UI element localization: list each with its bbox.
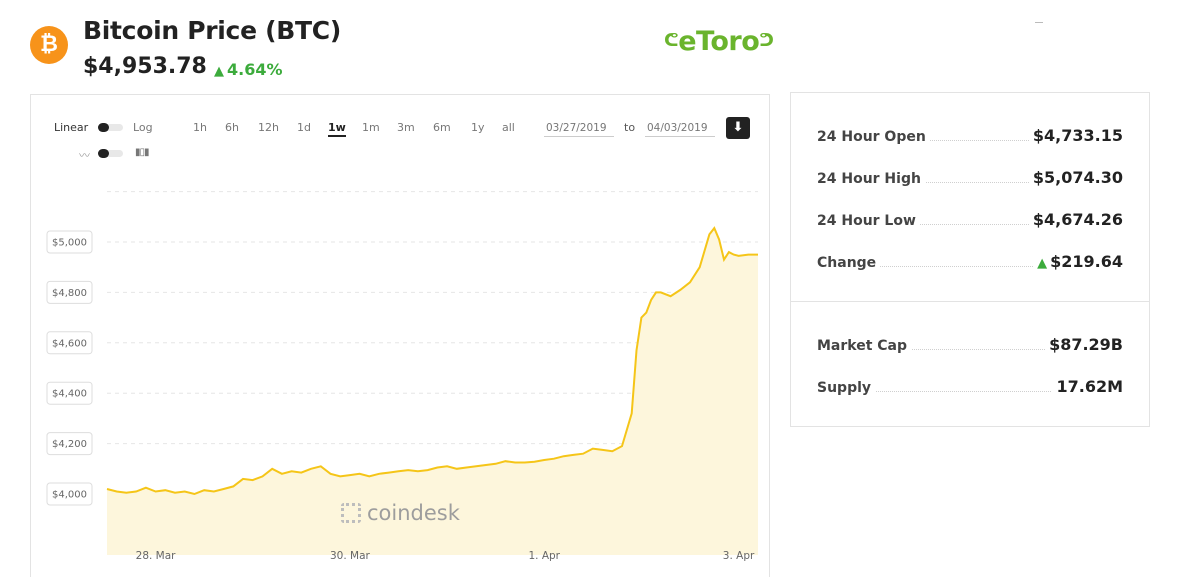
dotted-leader [821, 182, 1119, 183]
stat-value: 17.62M [1052, 377, 1123, 396]
chart-type-toggle[interactable] [98, 149, 123, 158]
y-tick-label: $4,200 [52, 439, 87, 450]
sponsor-name: eToro [678, 26, 760, 57]
current-price: $4,953.78 [83, 54, 207, 79]
download-button[interactable]: ⬇ [726, 117, 750, 139]
etoro-logo[interactable]: ᕦeToroᕤ [664, 26, 774, 57]
candlestick-icon[interactable]: ▮▯▮ [135, 147, 149, 158]
stat-row-change: Change ▲ $219.64 [817, 251, 1123, 275]
coindesk-watermark: coindesk [341, 501, 460, 525]
range-6h[interactable]: 6h [225, 121, 239, 134]
x-tick-label: 30. Mar [330, 550, 371, 562]
line-chart-icon[interactable]: 〰 [79, 149, 90, 162]
stat-label: 24 Hour High [817, 171, 925, 187]
dotted-leader [821, 140, 1119, 141]
range-12h[interactable]: 12h [258, 121, 279, 134]
up-arrow-icon: ▲ [1037, 256, 1048, 271]
stat-row-supply: Supply 17.62M [817, 376, 1123, 400]
stat-row-low: 24 Hour Low $4,674.26 [817, 209, 1123, 233]
y-tick-label: $5,000 [52, 238, 87, 249]
divider [791, 301, 1149, 302]
x-tick-label: 1. Apr [528, 550, 560, 562]
range-1w[interactable]: 1w [328, 121, 346, 137]
price-area [106, 226, 758, 555]
y-tick-label: $4,600 [52, 338, 87, 349]
stat-label: Change [817, 255, 881, 271]
bitcoin-logo-icon: ₿ [30, 26, 68, 64]
price-line [106, 226, 758, 496]
dotted-leader [821, 391, 1119, 392]
log-scale-label: Log [133, 121, 153, 134]
x-axis-ticks: 28. Mar 30. Mar 1. Apr 3. Apr [136, 550, 755, 562]
divider [1035, 22, 1043, 23]
date-to-label: to [624, 121, 636, 134]
y-tick-box [46, 432, 93, 456]
price-change-percent: ▲ 4.64% [214, 60, 283, 79]
stat-value: $4,733.15 [1028, 126, 1123, 145]
dotted-leader [821, 266, 1119, 267]
up-arrow-icon: ▲ [214, 64, 224, 79]
range-1y[interactable]: 1y [471, 121, 485, 134]
x-tick-label: 28. Mar [136, 550, 177, 562]
etoro-horn-left-icon: ᕦ [664, 30, 679, 51]
stat-label: 24 Hour Open [817, 129, 930, 145]
change-value: $219.64 [1050, 252, 1123, 271]
change-percent-value: 4.64% [227, 60, 283, 79]
range-1h[interactable]: 1h [193, 121, 207, 134]
y-axis-ticks: $4,000 $4,200 $4,400 $4,600 $4,800 $5,000 [46, 230, 93, 506]
page-title: Bitcoin Price (BTC) [83, 16, 341, 45]
range-3m[interactable]: 3m [397, 121, 415, 134]
x-tick-label: 3. Apr [723, 550, 755, 562]
dotted-leader [821, 349, 1119, 350]
stat-label: Supply [817, 380, 876, 396]
stat-row-market-cap: Market Cap $87.29B [817, 334, 1123, 358]
y-tick-label: $4,000 [52, 490, 87, 501]
toggle-knob [98, 149, 109, 158]
stat-row-high: 24 Hour High $5,074.30 [817, 167, 1123, 191]
stat-row-open: 24 Hour Open $4,733.15 [817, 125, 1123, 149]
price-stats-panel: 24 Hour Open $4,733.15 24 Hour High $5,0… [790, 92, 1150, 427]
range-6m[interactable]: 6m [433, 121, 451, 134]
stat-label: 24 Hour Low [817, 213, 920, 229]
stat-value: $4,674.26 [1028, 210, 1123, 229]
stat-value: ▲ $219.64 [1033, 252, 1123, 271]
watermark-text: coindesk [367, 501, 460, 525]
price-chart[interactable]: $4,000 $4,200 $4,400 $4,600 $4,800 $5,000 28.… [31, 155, 769, 577]
y-tick-box [46, 331, 93, 355]
etoro-horn-right-icon: ᕤ [759, 30, 774, 51]
date-from-input[interactable] [544, 119, 614, 137]
stat-label: Market Cap [817, 338, 912, 354]
y-tick-box [46, 280, 93, 304]
range-all[interactable]: all [502, 121, 515, 134]
y-tick-label: $4,800 [52, 288, 87, 299]
chart-controls: Linear Log 1h 6h 12h 1d 1w 1m 3m 6m 1y a… [31, 95, 769, 162]
range-1m[interactable]: 1m [362, 121, 380, 134]
y-tick-box [46, 482, 93, 506]
y-tick-box [46, 381, 93, 405]
coindesk-logo-icon [341, 503, 361, 523]
date-to-input[interactable] [645, 119, 715, 137]
linear-scale-label: Linear [54, 121, 89, 134]
download-icon: ⬇ [732, 120, 744, 135]
stat-value: $5,074.30 [1028, 168, 1123, 187]
scale-toggle[interactable] [98, 123, 123, 132]
y-tick-label: $4,400 [52, 389, 87, 400]
dotted-leader [821, 224, 1119, 225]
range-1d[interactable]: 1d [297, 121, 311, 134]
stat-value: $87.29B [1045, 335, 1123, 354]
price-area-fill [107, 228, 758, 555]
toggle-knob [98, 123, 109, 132]
y-tick-box [46, 230, 93, 254]
price-chart-panel: Linear Log 1h 6h 12h 1d 1w 1m 3m 6m 1y a… [30, 94, 770, 577]
